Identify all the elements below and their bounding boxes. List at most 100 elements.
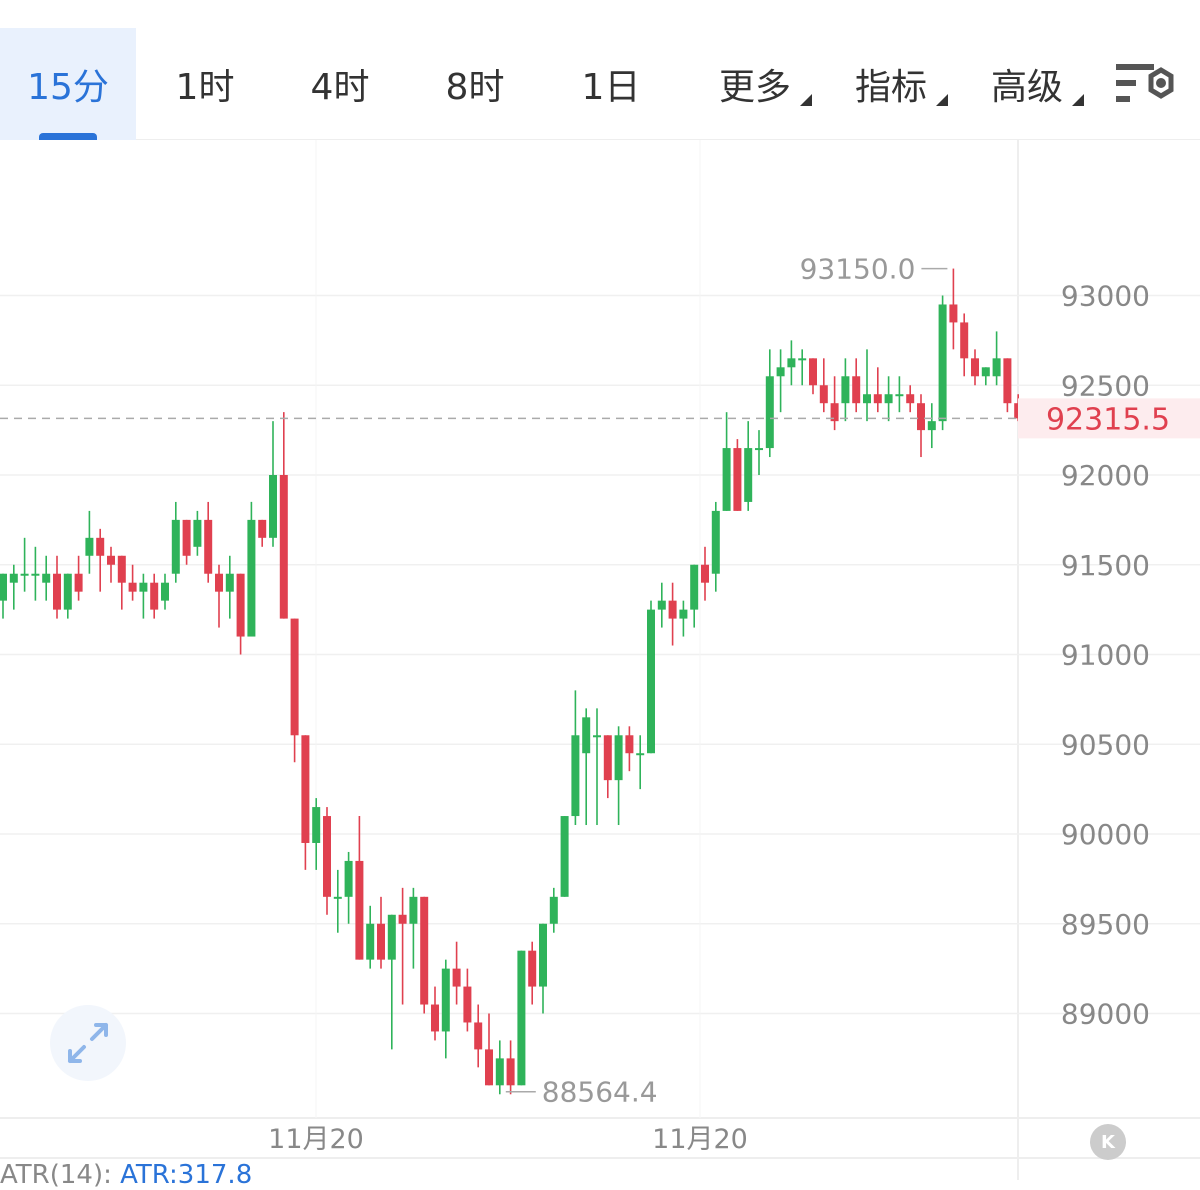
candle-body bbox=[431, 1004, 439, 1032]
candle-body bbox=[819, 385, 828, 404]
candle-body bbox=[971, 358, 979, 377]
candle-body bbox=[31, 573, 40, 576]
candle-body bbox=[657, 600, 666, 610]
candle-body bbox=[463, 986, 472, 1023]
y-tick-label: 90500 bbox=[1061, 728, 1150, 761]
chart-settings-button[interactable] bbox=[1112, 60, 1174, 110]
tab-8hour[interactable]: 8时 bbox=[445, 67, 505, 108]
candle-body bbox=[42, 573, 51, 583]
candle-body bbox=[927, 421, 936, 431]
timeframe-tab-bar: 15分 1时 4时 8时 1日 更多 指标 高级 bbox=[0, 0, 1200, 140]
candle-body bbox=[74, 573, 83, 592]
candle-body bbox=[290, 618, 299, 736]
candle-body bbox=[323, 816, 331, 897]
y-tick-label: 91000 bbox=[1061, 639, 1150, 672]
candle-body bbox=[193, 519, 202, 547]
candle-body bbox=[312, 807, 321, 843]
candle-body bbox=[636, 753, 645, 756]
candle-body bbox=[506, 1058, 515, 1086]
tab-1hour[interactable]: 1时 bbox=[175, 67, 235, 108]
tab-4hour[interactable]: 4时 bbox=[310, 67, 370, 108]
tab-advanced[interactable]: 高级 bbox=[972, 28, 1084, 140]
candle-body bbox=[236, 573, 245, 637]
candle-body bbox=[150, 582, 159, 610]
candle-body bbox=[571, 735, 580, 817]
candle-body bbox=[539, 923, 547, 987]
indicator-value: ATR:317.8 bbox=[120, 1160, 253, 1190]
candle-body bbox=[117, 555, 126, 583]
current-price-tag bbox=[1018, 398, 1200, 439]
tab-indicators[interactable]: 指标 bbox=[836, 28, 948, 140]
candle-body bbox=[377, 923, 385, 960]
y-tick-label: 90000 bbox=[1061, 818, 1150, 851]
indicator-name: ATR(14): bbox=[0, 1160, 112, 1190]
candle-body bbox=[625, 735, 634, 754]
candle-body bbox=[701, 564, 709, 583]
candle-body bbox=[269, 475, 277, 538]
candle-body bbox=[690, 564, 699, 610]
candle-body bbox=[20, 573, 29, 576]
y-tick-label: 89000 bbox=[1061, 998, 1150, 1031]
kline-icon: K bbox=[1101, 1131, 1115, 1153]
fullscreen-button[interactable] bbox=[50, 1005, 126, 1081]
candle-body bbox=[139, 582, 148, 592]
candle-body bbox=[722, 448, 731, 511]
tab-15min[interactable]: 15分 bbox=[0, 28, 136, 140]
candle-body bbox=[776, 367, 785, 377]
candle-body bbox=[603, 735, 612, 781]
candle-body bbox=[485, 1049, 493, 1086]
candle-body bbox=[247, 519, 256, 637]
candle-body bbox=[992, 358, 1001, 377]
candle-body bbox=[53, 573, 61, 610]
candle-body bbox=[301, 735, 310, 843]
candle-body bbox=[895, 394, 904, 397]
candle-body bbox=[733, 448, 742, 511]
tab-1day[interactable]: 1日 bbox=[581, 67, 641, 108]
y-tick-label: 93000 bbox=[1061, 280, 1150, 313]
candle-body bbox=[884, 394, 893, 404]
kline-toggle-button[interactable]: K bbox=[1090, 1124, 1126, 1160]
candle-body bbox=[63, 573, 72, 610]
candle-body bbox=[755, 448, 763, 451]
candle-body bbox=[765, 376, 774, 449]
chart-settings-icon bbox=[1116, 64, 1174, 102]
candle-body bbox=[398, 914, 407, 924]
candle-body bbox=[917, 403, 925, 431]
candle-body bbox=[9, 573, 18, 583]
tab-more[interactable]: 更多 bbox=[700, 28, 812, 140]
candle-body bbox=[366, 923, 375, 960]
atr-indicator-label: ATR(14): ATR:317.8 bbox=[0, 1160, 252, 1190]
candle-body bbox=[679, 609, 688, 619]
candle-body bbox=[474, 1022, 483, 1050]
candle-body bbox=[128, 582, 137, 592]
high-price-label: 93150.0 bbox=[800, 253, 916, 286]
y-tick-label: 89500 bbox=[1061, 908, 1150, 941]
advanced-dropdown-icon bbox=[1072, 94, 1084, 106]
candle-body bbox=[96, 537, 105, 556]
candle-body bbox=[333, 896, 342, 899]
candle-body bbox=[225, 573, 234, 592]
candle-body bbox=[258, 519, 267, 538]
candle-body bbox=[528, 950, 537, 987]
y-tick-label: 92000 bbox=[1061, 459, 1150, 492]
candle-body bbox=[938, 304, 947, 422]
candle-body bbox=[107, 555, 115, 565]
candle-body bbox=[863, 394, 871, 404]
candle-body bbox=[949, 304, 958, 323]
candle-body bbox=[452, 968, 461, 987]
candle-body bbox=[830, 403, 839, 422]
candle-body bbox=[420, 896, 429, 1005]
candle-body bbox=[495, 1058, 504, 1086]
candle-body bbox=[582, 717, 591, 754]
candle-body bbox=[981, 367, 990, 377]
indicators-dropdown-icon bbox=[936, 94, 948, 106]
candle-body bbox=[614, 735, 623, 781]
candle-body bbox=[668, 600, 677, 619]
candle-body bbox=[215, 573, 223, 592]
x-tick-label: 11月20 bbox=[652, 1124, 748, 1155]
candle-body bbox=[560, 816, 569, 897]
candle-body bbox=[960, 322, 969, 359]
candle-body bbox=[549, 896, 558, 924]
x-tick-label: 11月20 bbox=[268, 1124, 364, 1155]
